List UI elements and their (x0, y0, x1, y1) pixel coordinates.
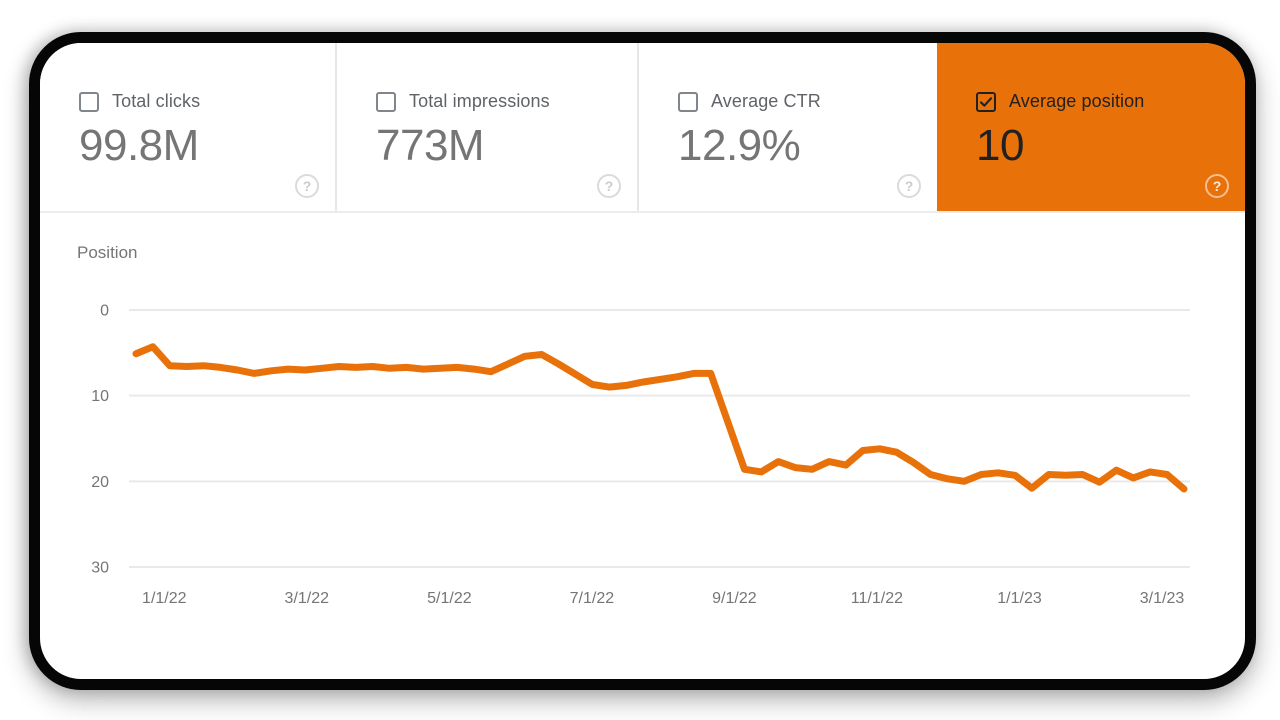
checkmark-icon (979, 96, 993, 107)
x-axis-tick-label: 5/1/22 (427, 590, 472, 607)
total-clicks-checkbox[interactable] (79, 91, 99, 112)
help-icon[interactable]: ? (295, 174, 319, 198)
y-axis-tick-label: 20 (91, 474, 109, 491)
average-ctr-value: 12.9% (678, 121, 801, 170)
x-axis-tick-label: 1/1/22 (142, 590, 187, 607)
x-axis-tick-label: 1/1/23 (997, 590, 1042, 607)
average-position-line (132, 343, 1188, 493)
metric-card-total-impressions[interactable]: Total impressions 773M ? (335, 43, 637, 211)
total-impressions-checkbox[interactable] (376, 91, 396, 112)
average-position-value: 10 (976, 121, 1024, 170)
chart-y-axis-title: Position (77, 243, 138, 262)
x-axis-tick-label: 3/1/23 (1140, 590, 1185, 607)
average-position-label: Average position (1009, 91, 1145, 111)
metric-header: Average CTR (678, 91, 937, 112)
metric-card-average-ctr[interactable]: Average CTR 12.9% ? (637, 43, 937, 211)
average-ctr-checkbox[interactable] (678, 91, 698, 112)
metric-header: Average position (976, 91, 1245, 112)
total-clicks-label: Total clicks (112, 91, 201, 111)
y-axis-tick-label: 0 (100, 303, 109, 320)
help-icon[interactable]: ? (1205, 174, 1229, 198)
x-axis-tick-label: 3/1/22 (285, 590, 330, 607)
position-chart[interactable]: Position 0 10 20 30 1/1/22 3/1/22 5/1/22 7/1/22… (40, 213, 1245, 678)
x-axis-tick-label: 7/1/22 (570, 590, 615, 607)
metric-card-average-position[interactable]: Average position 10 ? (937, 43, 1245, 211)
average-position-checkbox-checked[interactable] (976, 91, 996, 112)
x-axis-tick-label: 9/1/22 (712, 590, 757, 607)
metric-card-total-clicks[interactable]: Total clicks 99.8M ? (40, 43, 335, 211)
help-icon[interactable]: ? (897, 174, 921, 198)
y-axis-tick-label: 10 (91, 388, 109, 405)
total-clicks-value: 99.8M (79, 121, 199, 170)
help-icon[interactable]: ? (597, 174, 621, 198)
y-axis-tick-label: 30 (91, 560, 109, 577)
metric-header: Total clicks (79, 91, 335, 112)
metrics-row: Total clicks 99.8M ? Total impressions 7… (40, 43, 1245, 213)
position-line-chart-canvas[interactable]: 0 10 20 30 1/1/22 3/1/22 5/1/22 7/1/22 9/1/22 11/… (40, 213, 1245, 678)
average-ctr-label: Average CTR (711, 91, 821, 111)
metric-header: Total impressions (376, 91, 637, 112)
total-impressions-label: Total impressions (409, 91, 550, 111)
x-axis-tick-label: 11/1/22 (851, 590, 903, 607)
total-impressions-value: 773M (376, 121, 485, 170)
search-console-performance-panel: Total clicks 99.8M ? Total impressions 7… (29, 32, 1256, 690)
